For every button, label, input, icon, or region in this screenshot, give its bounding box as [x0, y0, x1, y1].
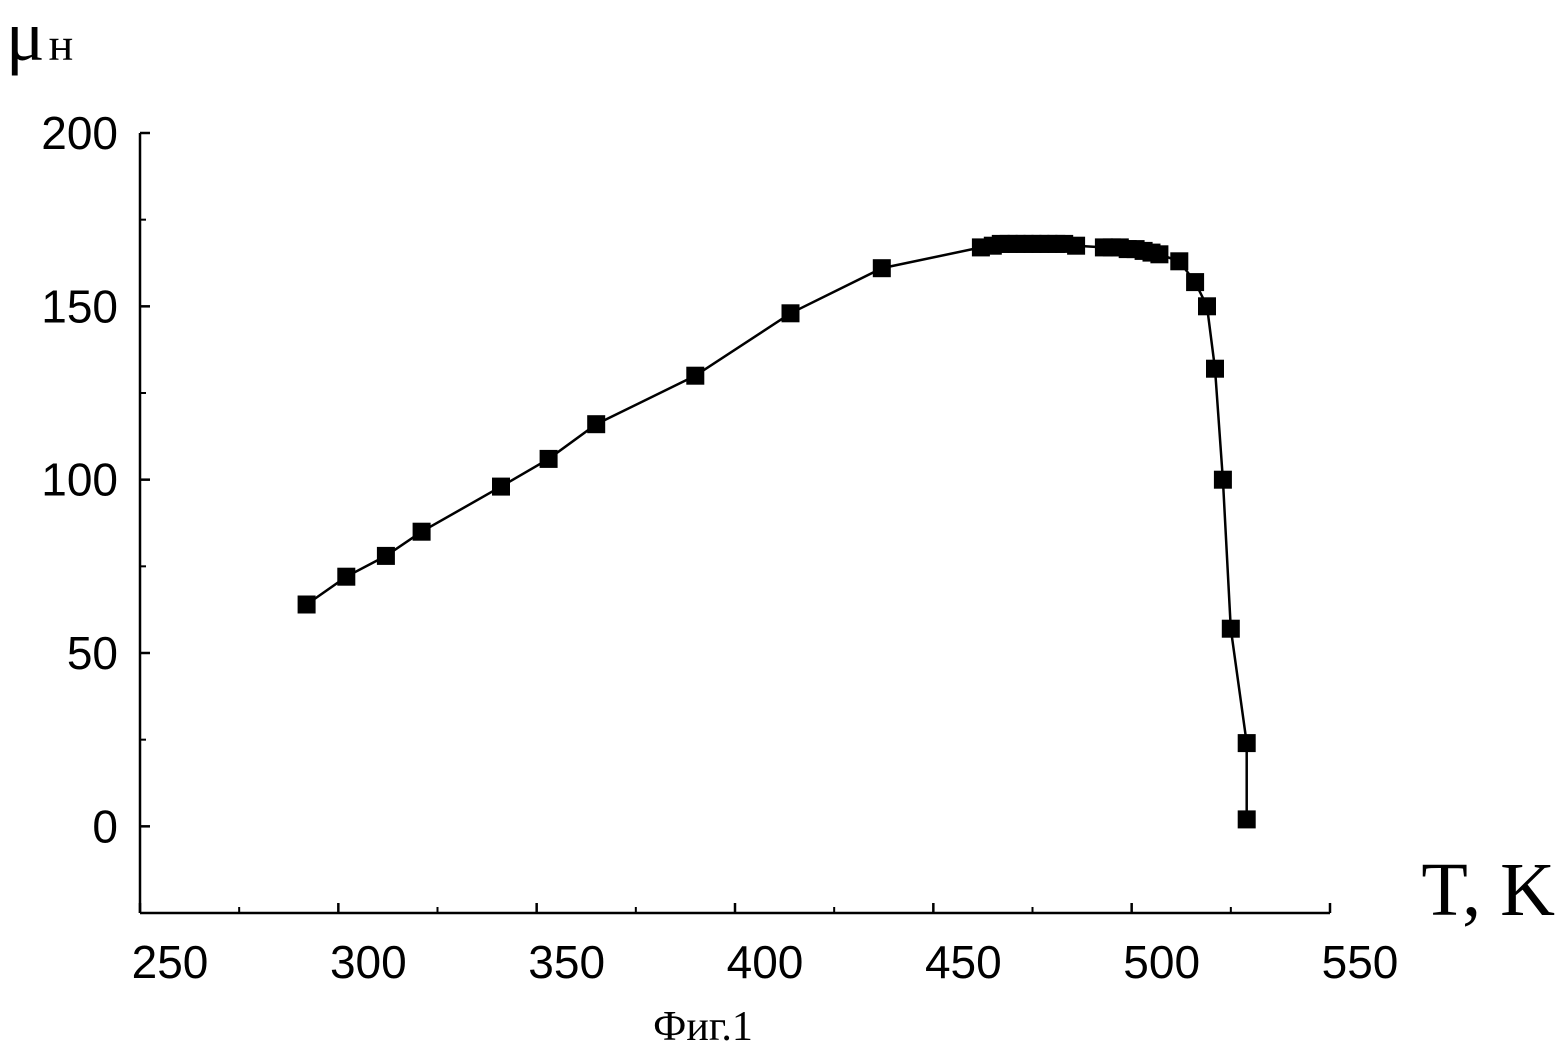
- data-point: [1238, 734, 1256, 752]
- data-point: [873, 259, 891, 277]
- data-point: [492, 478, 510, 496]
- data-point: [1067, 237, 1085, 255]
- data-point: [540, 450, 558, 468]
- data-point: [1206, 360, 1224, 378]
- data-point: [1150, 245, 1168, 263]
- data-point: [686, 367, 704, 385]
- y-tick-label: 100: [41, 454, 118, 506]
- tick-labels: 250 300 350 400 450 500 550 0 50 100 150 200: [41, 107, 1398, 988]
- x-tick-label: 350: [528, 936, 605, 988]
- data-point: [377, 547, 395, 565]
- y-tick-label: 0: [92, 800, 118, 852]
- x-tick-label: 500: [1123, 936, 1200, 988]
- data-point: [587, 415, 605, 433]
- data-point: [337, 568, 355, 586]
- data-point: [1222, 620, 1240, 638]
- y-axis-title-sub: н: [49, 19, 74, 70]
- x-axis-title: T, K: [1421, 848, 1555, 932]
- data-point: [1186, 273, 1204, 291]
- y-axis-title-main: μ: [6, 0, 45, 76]
- data-point: [1214, 471, 1232, 489]
- y-axis-title: μн: [6, 0, 73, 76]
- x-tick-label: 250: [132, 936, 209, 988]
- y-tick-label: 200: [41, 107, 118, 159]
- x-tick-label: 300: [330, 936, 407, 988]
- y-tick-label: 50: [67, 627, 118, 679]
- data-point: [298, 596, 316, 614]
- x-tick-label: 450: [925, 936, 1002, 988]
- data-point: [782, 304, 800, 322]
- data-point: [1170, 252, 1188, 270]
- y-tick-label: 150: [41, 280, 118, 332]
- data-point: [1238, 810, 1256, 828]
- series-line: [307, 244, 1247, 820]
- figure-caption: Фиг.1: [653, 1004, 753, 1050]
- data-markers: [298, 235, 1256, 829]
- data-point: [413, 523, 431, 541]
- data-point: [1198, 297, 1216, 315]
- x-tick-label: 400: [727, 936, 804, 988]
- x-tick-label: 550: [1322, 936, 1399, 988]
